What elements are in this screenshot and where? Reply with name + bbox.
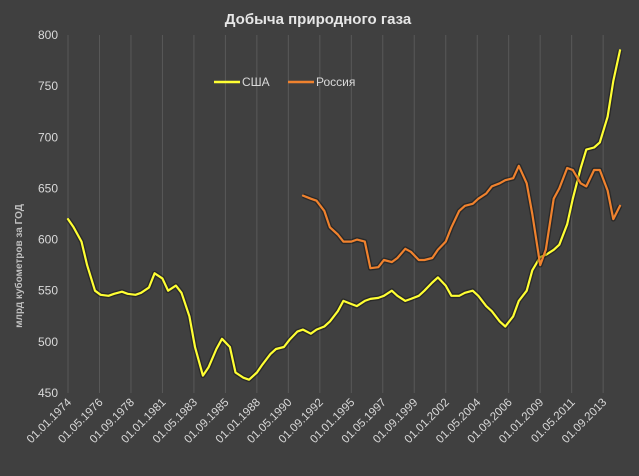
y-tick-label: 500 [38, 335, 58, 349]
y-tick-label: 800 [38, 28, 58, 42]
series-shadow-0 [65, 49, 623, 383]
y-tick-label: 450 [38, 386, 58, 400]
series-lines [65, 49, 623, 383]
series-line-0 [66, 49, 622, 381]
y-axis: 450 500 550 600 650 700 750 800 [38, 28, 58, 400]
y-tick-label: 750 [38, 79, 58, 93]
series-shadow-1 [302, 163, 623, 271]
grid [67, 35, 604, 393]
x-axis: 01.01.197401.05.197601.09.197801.01.1981… [25, 396, 609, 446]
y-tick-label: 700 [38, 130, 58, 144]
series-line-1 [301, 164, 622, 270]
y-tick-label: 650 [38, 181, 58, 195]
y-tick-label: 550 [38, 284, 58, 298]
y-axis-label: млрд кубометров за ГОД [13, 204, 25, 328]
legend: США Россия [214, 75, 355, 89]
legend-label: Россия [316, 75, 355, 89]
y-tick-label: 600 [38, 233, 58, 247]
legend-label: США [242, 75, 270, 89]
chart-title: Добыча природного газа [225, 11, 412, 28]
